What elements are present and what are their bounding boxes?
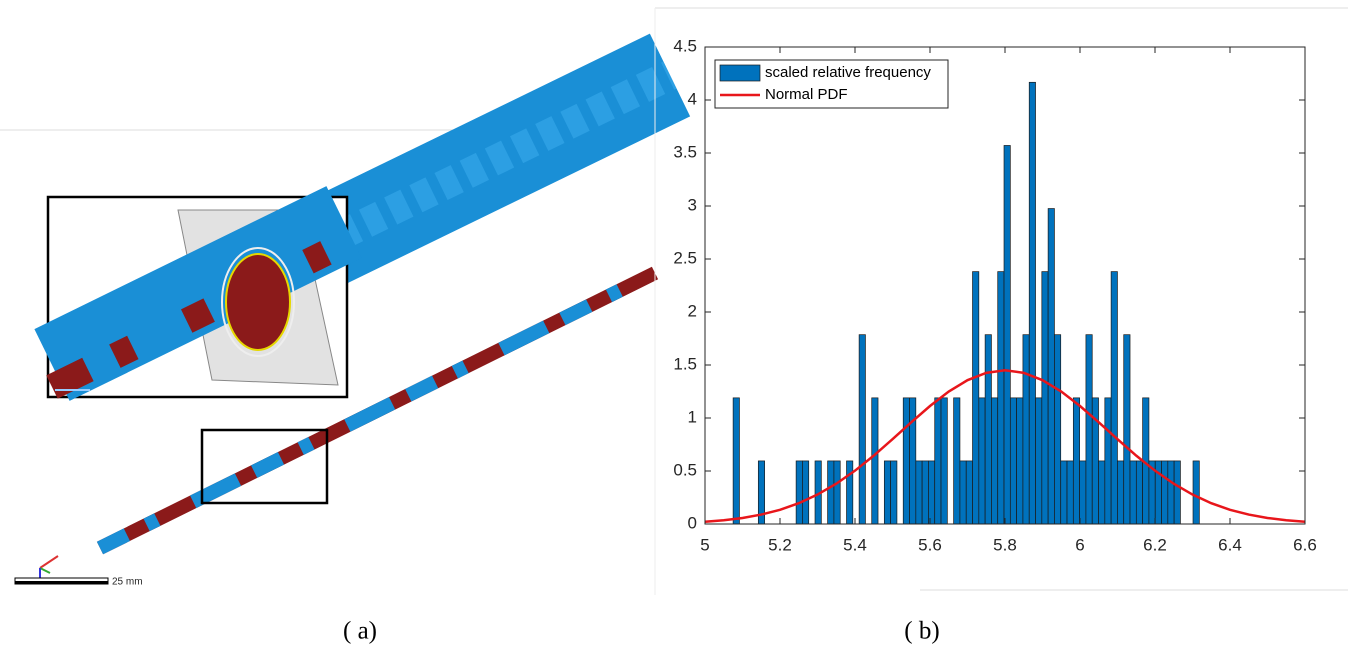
bar — [1173, 460, 1181, 525]
x-tick-label: 5.4 — [843, 535, 867, 554]
x-tick-label: 5.6 — [918, 535, 942, 554]
y-tick-label: 2 — [688, 301, 697, 320]
bar — [1117, 460, 1125, 525]
bar — [890, 460, 898, 525]
bar — [1072, 397, 1080, 525]
bar — [1041, 271, 1049, 525]
bar — [1192, 460, 1200, 525]
bar — [1104, 397, 1112, 525]
y-tick-label: 2.5 — [673, 248, 697, 267]
x-tick-label: 6 — [1075, 535, 1084, 554]
bar — [934, 397, 942, 525]
x-tick-label: 6.6 — [1293, 535, 1317, 554]
pdf-line — [704, 369, 1306, 524]
bar — [1079, 460, 1087, 525]
bar — [1123, 334, 1131, 525]
rod-coating — [96, 266, 659, 555]
bar — [1167, 460, 1175, 525]
bar — [978, 397, 986, 525]
bar — [1085, 334, 1093, 525]
x-tick-label: 5 — [700, 535, 709, 554]
bar — [959, 460, 967, 525]
x-tick-label: 6.2 — [1143, 535, 1167, 554]
bar — [1047, 208, 1055, 525]
y-tick-label: 1.5 — [673, 354, 697, 373]
legend-swatch — [719, 64, 761, 82]
bar — [984, 334, 992, 525]
x-tick-label: 5.8 — [993, 535, 1017, 554]
y-tick-label: 3 — [688, 195, 697, 214]
bar — [1028, 81, 1036, 525]
bar — [1098, 460, 1106, 525]
bar — [1035, 397, 1043, 525]
bar — [1054, 334, 1062, 525]
bar — [846, 460, 854, 525]
bar — [909, 397, 917, 525]
bar — [928, 460, 936, 525]
y-tick-label: 0 — [688, 513, 697, 532]
y-tick-label: 4.5 — [673, 36, 697, 55]
bar — [871, 397, 879, 525]
y-tick-label: 0.5 — [673, 460, 697, 479]
bar — [1060, 460, 1068, 525]
bar — [1022, 334, 1030, 525]
bar — [802, 460, 810, 525]
bar — [883, 460, 891, 525]
bar — [1009, 397, 1017, 525]
x-tick-label: 5.2 — [768, 535, 792, 554]
zoom-box — [200, 428, 329, 505]
bar — [858, 334, 866, 525]
caption: ( b) — [904, 618, 939, 645]
x-tick-label: 6.4 — [1218, 535, 1242, 554]
axis-triad — [39, 555, 59, 580]
bar — [827, 460, 835, 525]
bar — [732, 397, 740, 525]
bar — [997, 271, 1005, 525]
bar — [991, 397, 999, 525]
bar — [953, 397, 961, 525]
bar — [940, 397, 948, 525]
bar — [915, 460, 923, 525]
bar — [795, 460, 803, 525]
y-tick-label: 1 — [688, 407, 697, 426]
bar — [921, 460, 929, 525]
bar — [1135, 460, 1143, 525]
bar — [1161, 460, 1169, 525]
inset-render — [34, 186, 362, 401]
bar — [902, 397, 910, 525]
y-tick-label: 3.5 — [673, 142, 697, 161]
bar — [1003, 145, 1011, 525]
legend-label: Normal PDF — [765, 86, 848, 103]
legend-label: scaled relative frequency — [765, 64, 931, 81]
bar — [965, 460, 973, 525]
scale-label: 25 mm — [112, 577, 143, 588]
bar — [1066, 460, 1074, 525]
render-panel: 25 mm — [0, 33, 691, 588]
bar — [833, 460, 841, 525]
caption: ( a) — [343, 618, 377, 645]
bar — [1129, 460, 1137, 525]
y-tick-label: 4 — [688, 89, 697, 108]
bar — [1016, 397, 1024, 525]
bar — [1110, 271, 1118, 525]
bar — [972, 271, 980, 525]
histogram-plot: 5 5.2 5.4 5.6 5.8 6 6.2 6.4 6.6 0 0.5 1 1.5 2 2.5 3 3.5 4… — [673, 36, 1316, 554]
